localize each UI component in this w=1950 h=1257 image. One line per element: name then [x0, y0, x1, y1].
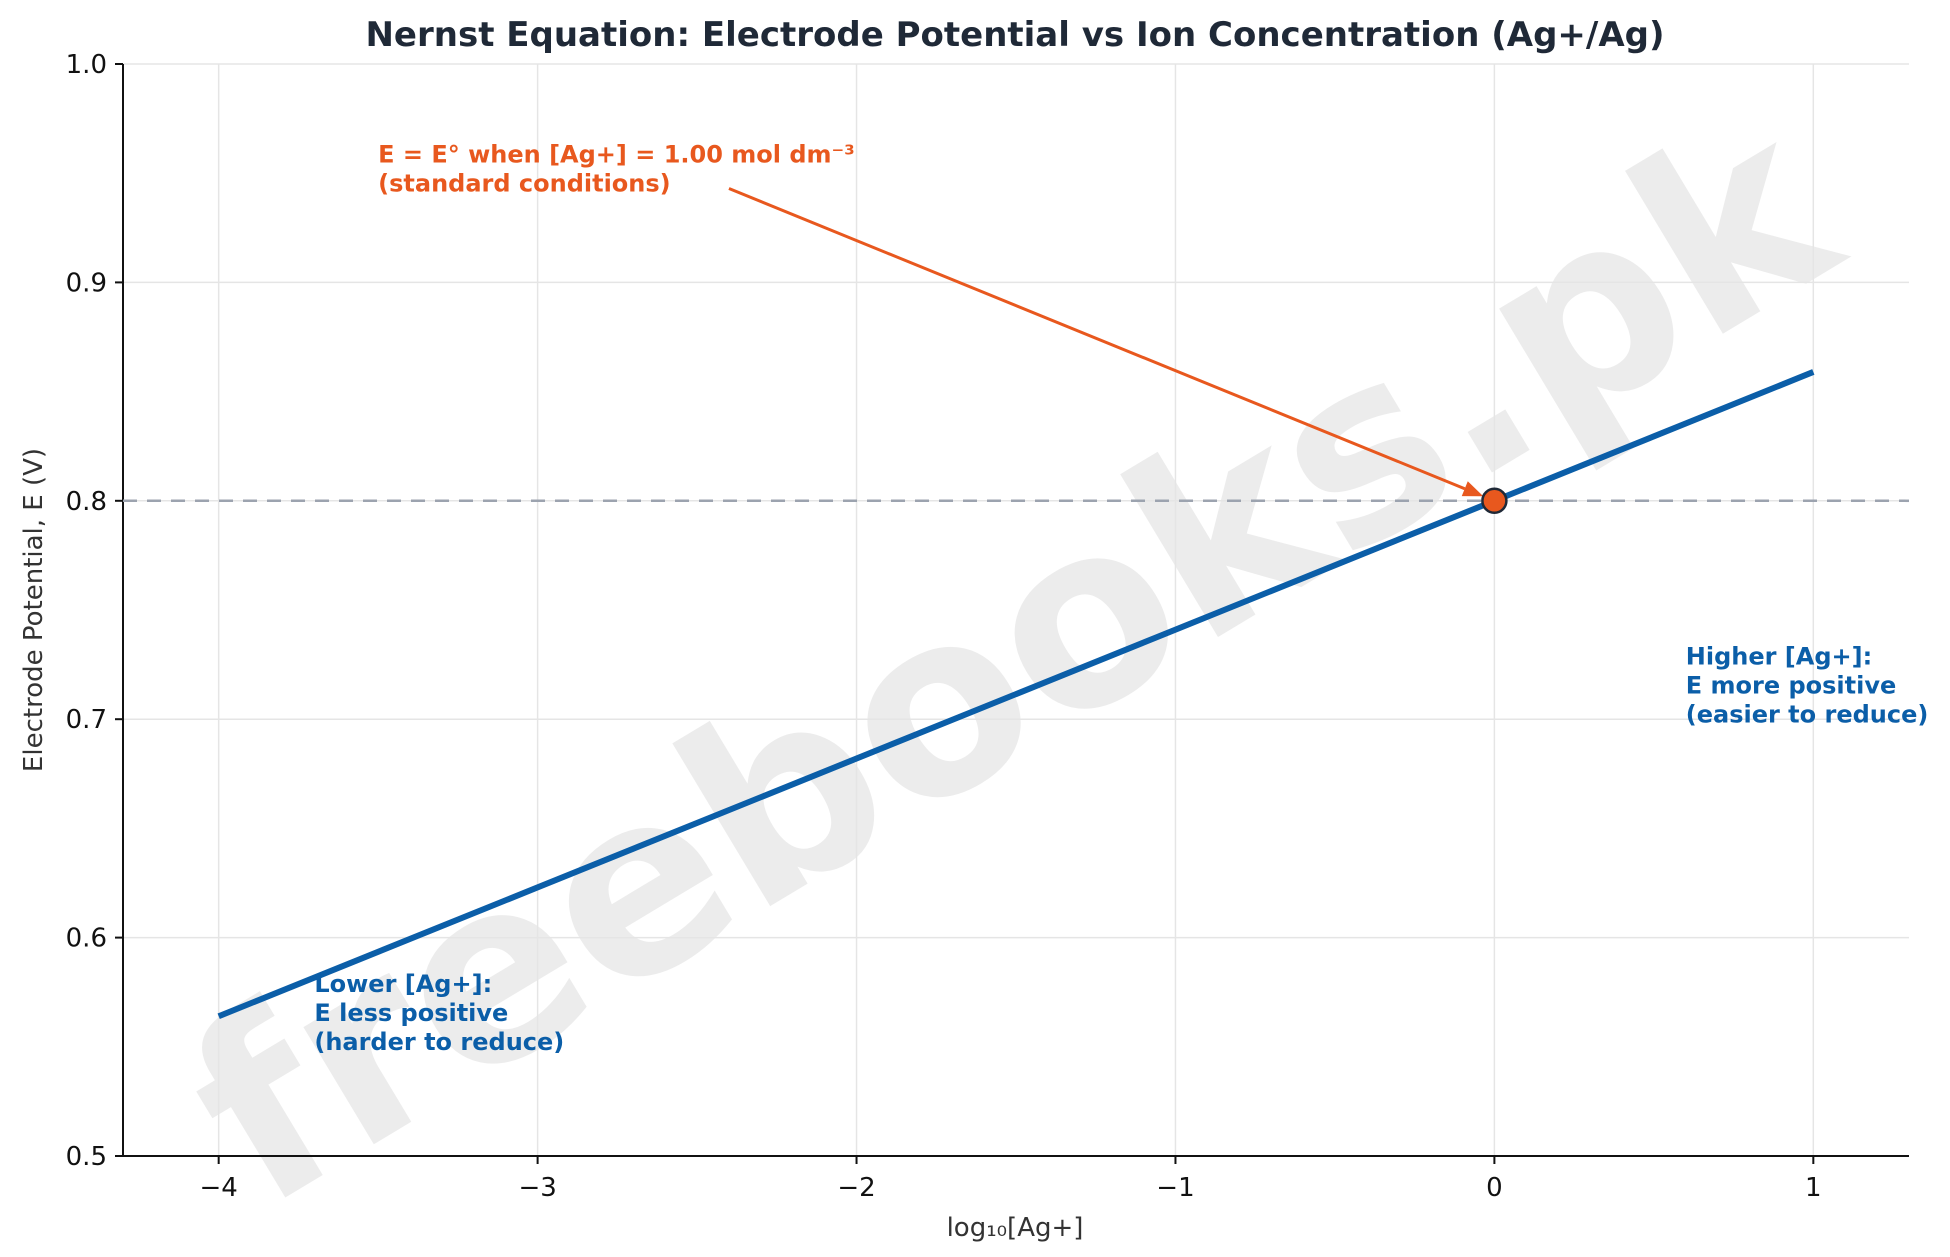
annotation-line: (harder to reduce) — [314, 1028, 564, 1056]
y-axis-label: Electrode Potential, E (V) — [19, 448, 49, 772]
annotation-lower: Lower [Ag+]: E less positive (harder to re… — [314, 970, 564, 1056]
watermark: freebooks.pk — [143, 57, 1883, 1257]
y-tick-label: 0.5 — [66, 1142, 107, 1172]
annotation-line: Higher [Ag+]: — [1686, 643, 1872, 671]
annotation-line: E = E° when [Ag+] = 1.00 mol dm⁻³ — [378, 140, 855, 168]
x-tick-label: −4 — [200, 1173, 238, 1203]
x-axis-label: log₁₀[Ag+] — [947, 1213, 1084, 1243]
x-tick-label: −2 — [837, 1173, 875, 1203]
annotation-line: (easier to reduce) — [1686, 701, 1929, 729]
annotation-arrow-line — [728, 187, 1466, 491]
y-tick-label: 0.9 — [66, 268, 107, 298]
annotation-line: E less positive — [314, 999, 508, 1027]
annotation-line: (standard conditions) — [378, 169, 670, 197]
annotation-line: Lower [Ag+]: — [314, 970, 492, 998]
annotation-standard: E = E° when [Ag+] = 1.00 mol dm⁻³ (standa… — [378, 140, 855, 197]
ticks: −4 −3 −2 −1 0 1 0.5 0.6 0.7 0.8 0.9 1.0 — [66, 50, 1822, 1203]
y-tick-label: 0.7 — [66, 705, 107, 735]
annotation-line: E more positive — [1686, 672, 1897, 700]
chart-title: Nernst Equation: Electrode Potential vs … — [365, 15, 1664, 55]
annotation-arrow-head — [1461, 481, 1484, 497]
x-tick-label: −3 — [518, 1173, 556, 1203]
annotations: E = E° when [Ag+] = 1.00 mol dm⁻³ (standa… — [314, 140, 1928, 1056]
y-tick-label: 0.6 — [66, 924, 107, 954]
axes — [122, 64, 1909, 1157]
standard-point — [1481, 487, 1508, 515]
series-line — [217, 369, 1815, 1020]
x-tick-label: 1 — [1805, 1173, 1822, 1203]
y-tick-label: 0.8 — [66, 487, 107, 517]
x-tick-label: 0 — [1486, 1173, 1503, 1203]
x-tick-label: −1 — [1156, 1173, 1194, 1203]
y-tick-label: 1.0 — [66, 50, 107, 80]
annotation-higher: Higher [Ag+]: E more positive (easier to r… — [1686, 643, 1929, 729]
